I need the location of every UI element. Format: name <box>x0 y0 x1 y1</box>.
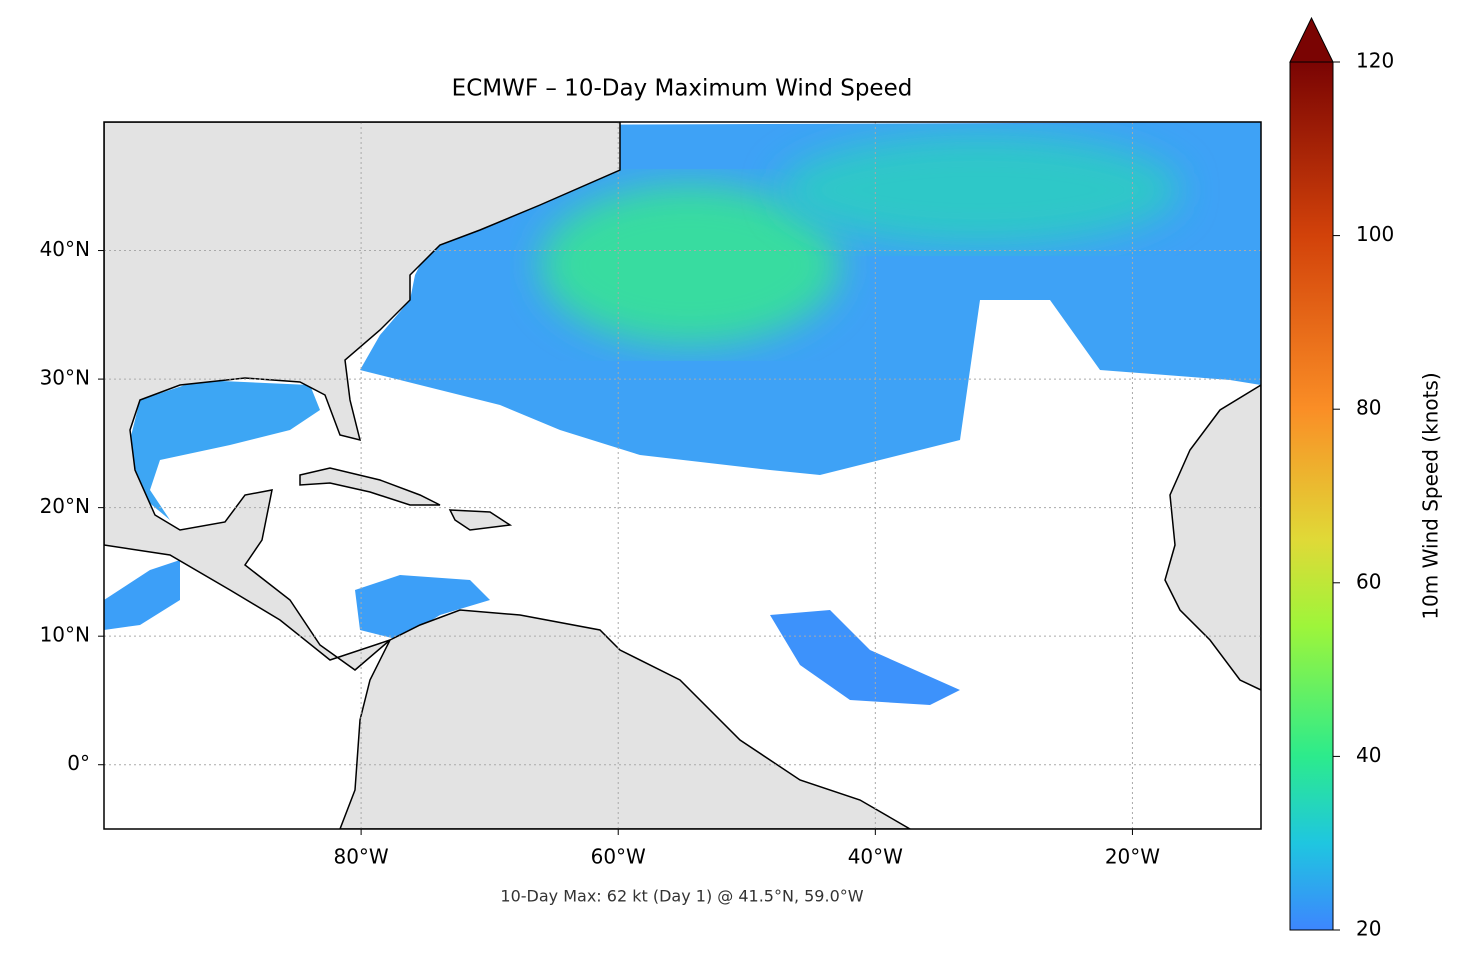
land <box>104 122 1261 829</box>
map <box>104 122 1261 829</box>
colorbar-label: 10m Wind Speed (knots) <box>1419 372 1443 619</box>
y-tick-label: 20°N <box>40 494 90 518</box>
x-tick-label: 80°W <box>333 845 388 869</box>
x-tick-label: 20°W <box>1105 845 1160 869</box>
colorbar-tick-label: 20 <box>1356 917 1381 941</box>
x-tick-label: 40°W <box>848 845 903 869</box>
y-tick-label: 30°N <box>40 366 90 390</box>
map-frame <box>103 121 1262 830</box>
y-tick-label: 10°N <box>40 623 90 647</box>
colorbar-tick-label: 60 <box>1356 569 1381 593</box>
annotation: 10-Day Max: 62 kt (Day 1) @ 41.5°N, 59.0… <box>500 887 863 906</box>
title: ECMWF – 10-Day Maximum Wind Speed <box>452 76 913 102</box>
wind-field <box>104 122 1261 705</box>
colorbar-tick-label: 100 <box>1356 222 1394 246</box>
x-tick-label: 60°W <box>591 845 646 869</box>
colorbar-extend <box>1289 16 1334 63</box>
y-tick-label: 40°N <box>40 237 90 261</box>
y-tick-label: 0° <box>67 751 90 775</box>
colorbar-tick-label: 80 <box>1356 396 1381 420</box>
colorbar <box>1289 61 1334 931</box>
colorbar-tick-label: 120 <box>1356 49 1394 73</box>
colorbar-tick-label: 40 <box>1356 743 1381 767</box>
